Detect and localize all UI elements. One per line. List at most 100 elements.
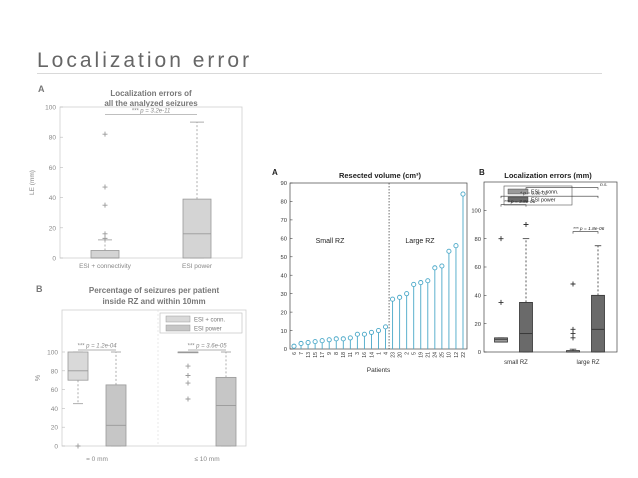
- chart-title: all the analyzed seizures: [104, 99, 198, 108]
- stem-point: [418, 280, 424, 286]
- box: [519, 302, 533, 353]
- legend-swatch: [165, 315, 191, 323]
- box-0: [90, 239, 120, 259]
- y-tick-label: 50: [281, 255, 287, 261]
- x-tick-label: 14: [369, 352, 375, 358]
- y-tick-label: 10: [281, 329, 287, 335]
- x-tick-label: 11: [348, 352, 354, 357]
- y-tick-label: 80: [49, 135, 57, 142]
- chart-title: Resected volume (cm³): [339, 171, 422, 180]
- stem-point: [404, 291, 410, 297]
- y-axis-label: %: [35, 375, 42, 381]
- y-tick-label: 60: [51, 387, 59, 394]
- stem-point: [326, 337, 332, 343]
- y-axis-label: LE (mm): [29, 170, 36, 195]
- outlier-marker: [102, 231, 108, 237]
- y-tick-label: 20: [49, 225, 57, 232]
- plot-frame: [61, 309, 247, 447]
- x-tick-label: 6: [292, 352, 298, 355]
- y-tick-label: 40: [281, 273, 287, 279]
- y-tick-label: 0: [52, 256, 56, 263]
- outlier-marker: [102, 131, 108, 137]
- x-tick-label: 1: [376, 352, 382, 355]
- y-tick-label: 20: [281, 310, 287, 316]
- panel-label: B: [479, 168, 485, 177]
- y-tick-label: 70: [281, 218, 287, 224]
- stem-point: [368, 329, 375, 335]
- y-tick-label: 0: [54, 444, 58, 451]
- y-tick-label: 40: [51, 406, 59, 413]
- significance-label: *** p = 3.8e-06: [504, 199, 536, 205]
- chart-title: Localization errors of: [110, 89, 192, 98]
- box-0: [67, 351, 89, 405]
- x-tick-label: 22: [461, 352, 467, 358]
- y-tick-label: 30: [281, 292, 287, 298]
- y-tick-label: 40: [475, 294, 481, 300]
- panel-label: B: [36, 284, 43, 294]
- stem-point: [291, 343, 297, 349]
- stem-point: [305, 339, 311, 346]
- legend: [503, 185, 573, 206]
- y-tick-label: 90: [281, 181, 287, 187]
- stem-point: [425, 278, 431, 284]
- box: [215, 376, 237, 447]
- legend-swatch: [507, 196, 529, 203]
- significance-bracket: [500, 195, 599, 199]
- x-tick-label: 5: [412, 352, 418, 355]
- box: [105, 384, 127, 447]
- x-tick-label: ESI power: [182, 263, 213, 270]
- legend-label: ESI + conn.: [531, 190, 559, 196]
- box-2: [566, 348, 580, 353]
- y-tick-label: 0: [284, 347, 287, 353]
- outlier-marker: [185, 380, 191, 386]
- outlier-marker: [75, 443, 81, 449]
- legend-swatch: [507, 188, 529, 195]
- y-tick-label: 60: [475, 265, 481, 271]
- outlier-marker: [185, 396, 191, 402]
- y-tick-label: 100: [47, 350, 58, 357]
- y-tick-label: 20: [475, 322, 481, 328]
- stem-point: [439, 263, 445, 269]
- x-tick-label: ESI + connectivity: [79, 263, 132, 270]
- box: [67, 351, 89, 381]
- x-tick-label: 16: [362, 352, 368, 358]
- x-tick-label: 10: [447, 352, 453, 358]
- significance-bracket: [500, 204, 527, 207]
- stem-point: [347, 335, 353, 341]
- title-divider: [37, 73, 602, 74]
- chart-title: Percentage of seizures per patient: [89, 286, 220, 295]
- chart-title: Localization errors (mm): [504, 171, 592, 180]
- outlier-marker: [498, 236, 504, 242]
- stem-point: [340, 336, 346, 342]
- panel-label: A: [272, 168, 278, 177]
- x-tick-label: large RZ: [576, 360, 599, 366]
- chart-title: inside RZ and within 10mm: [102, 297, 205, 306]
- box: [90, 250, 120, 259]
- x-tick-label: small RZ: [504, 360, 528, 366]
- box-2: [177, 351, 199, 354]
- stem-point: [382, 324, 389, 330]
- legend-label: ESI power: [194, 327, 222, 333]
- legend-swatch: [165, 324, 191, 332]
- panel-label: A: [38, 84, 45, 94]
- y-tick-label: 40: [49, 195, 57, 202]
- x-tick-label: = 0 mm: [86, 456, 108, 463]
- outlier-marker: [185, 363, 191, 369]
- x-tick-label: 19: [419, 352, 425, 358]
- outlier-marker: [570, 335, 576, 341]
- x-tick-label: 4: [383, 352, 389, 355]
- stem-point: [319, 338, 325, 344]
- y-tick-label: 100: [45, 105, 56, 112]
- stem-point: [411, 281, 417, 287]
- region-label-large: Large RZ: [405, 238, 435, 245]
- outlier-marker: [102, 235, 108, 241]
- x-tick-label: 13: [306, 352, 312, 358]
- x-tick-label: 2: [404, 352, 410, 355]
- x-tick-label: ≤ 10 mm: [194, 456, 219, 463]
- box-1: [519, 238, 533, 353]
- outlier-marker: [185, 373, 191, 378]
- x-tick-label: 23: [390, 352, 396, 358]
- plot-frame: [59, 106, 243, 259]
- stem-point: [312, 339, 318, 345]
